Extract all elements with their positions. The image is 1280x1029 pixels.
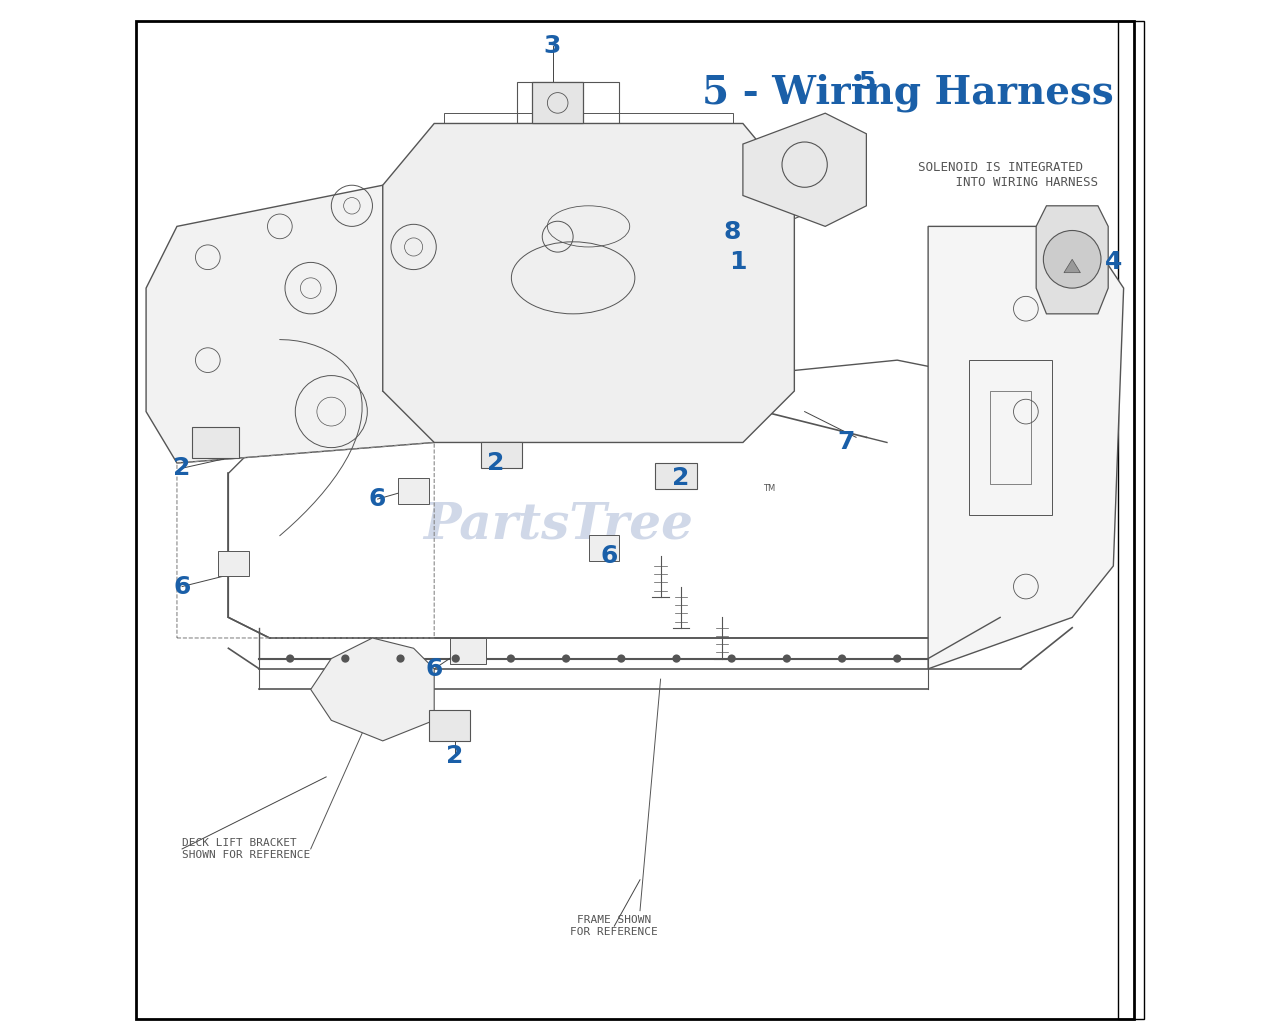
Text: 2: 2	[672, 466, 690, 491]
Polygon shape	[1064, 259, 1080, 273]
Text: 1: 1	[730, 250, 746, 275]
Text: 4: 4	[1105, 250, 1123, 275]
Bar	[480, 442, 522, 468]
Circle shape	[672, 654, 681, 663]
Text: 7: 7	[837, 430, 855, 455]
Text: 6: 6	[600, 543, 618, 568]
Polygon shape	[928, 226, 1124, 669]
Circle shape	[893, 654, 901, 663]
Bar	[444, 113, 732, 165]
Text: TM: TM	[763, 484, 776, 493]
Bar	[589, 535, 620, 561]
Circle shape	[285, 654, 294, 663]
Text: 5: 5	[858, 70, 876, 95]
Text: 2: 2	[447, 744, 463, 769]
Circle shape	[617, 654, 626, 663]
Bar	[655, 463, 696, 489]
Circle shape	[507, 654, 515, 663]
Text: 5 - Wiring Harness: 5 - Wiring Harness	[701, 73, 1114, 112]
Text: 6: 6	[369, 487, 387, 511]
Circle shape	[452, 654, 460, 663]
Bar	[398, 478, 429, 504]
Circle shape	[342, 654, 349, 663]
Text: 6: 6	[173, 574, 191, 599]
Bar	[429, 710, 470, 741]
Bar	[1119, 21, 1144, 1019]
Circle shape	[783, 654, 791, 663]
Polygon shape	[1037, 206, 1108, 314]
Text: 6: 6	[425, 657, 443, 681]
Bar	[218, 551, 250, 576]
Circle shape	[562, 654, 570, 663]
Text: 3: 3	[544, 34, 561, 59]
Circle shape	[1043, 230, 1101, 288]
Bar	[449, 638, 485, 664]
Text: SOLENOID IS INTEGRATED
     INTO WIRING HARNESS: SOLENOID IS INTEGRATED INTO WIRING HARNE…	[918, 161, 1098, 189]
Circle shape	[838, 654, 846, 663]
Polygon shape	[146, 185, 434, 463]
Bar	[517, 82, 620, 144]
Polygon shape	[742, 113, 867, 226]
Text: DECK LIFT BRACKET
SHOWN FOR REFERENCE: DECK LIFT BRACKET SHOWN FOR REFERENCE	[182, 839, 310, 859]
Text: 8: 8	[724, 219, 741, 244]
Polygon shape	[383, 123, 795, 442]
Polygon shape	[311, 638, 434, 741]
Bar	[192, 427, 238, 458]
Bar	[532, 82, 584, 123]
Text: 2: 2	[488, 451, 504, 475]
Text: PartsTree: PartsTree	[422, 500, 692, 549]
Bar	[989, 391, 1030, 484]
Circle shape	[397, 654, 404, 663]
Text: FRAME SHOWN
FOR REFERENCE: FRAME SHOWN FOR REFERENCE	[571, 916, 658, 936]
Bar	[969, 360, 1052, 514]
Circle shape	[727, 654, 736, 663]
Text: 2: 2	[173, 456, 191, 481]
